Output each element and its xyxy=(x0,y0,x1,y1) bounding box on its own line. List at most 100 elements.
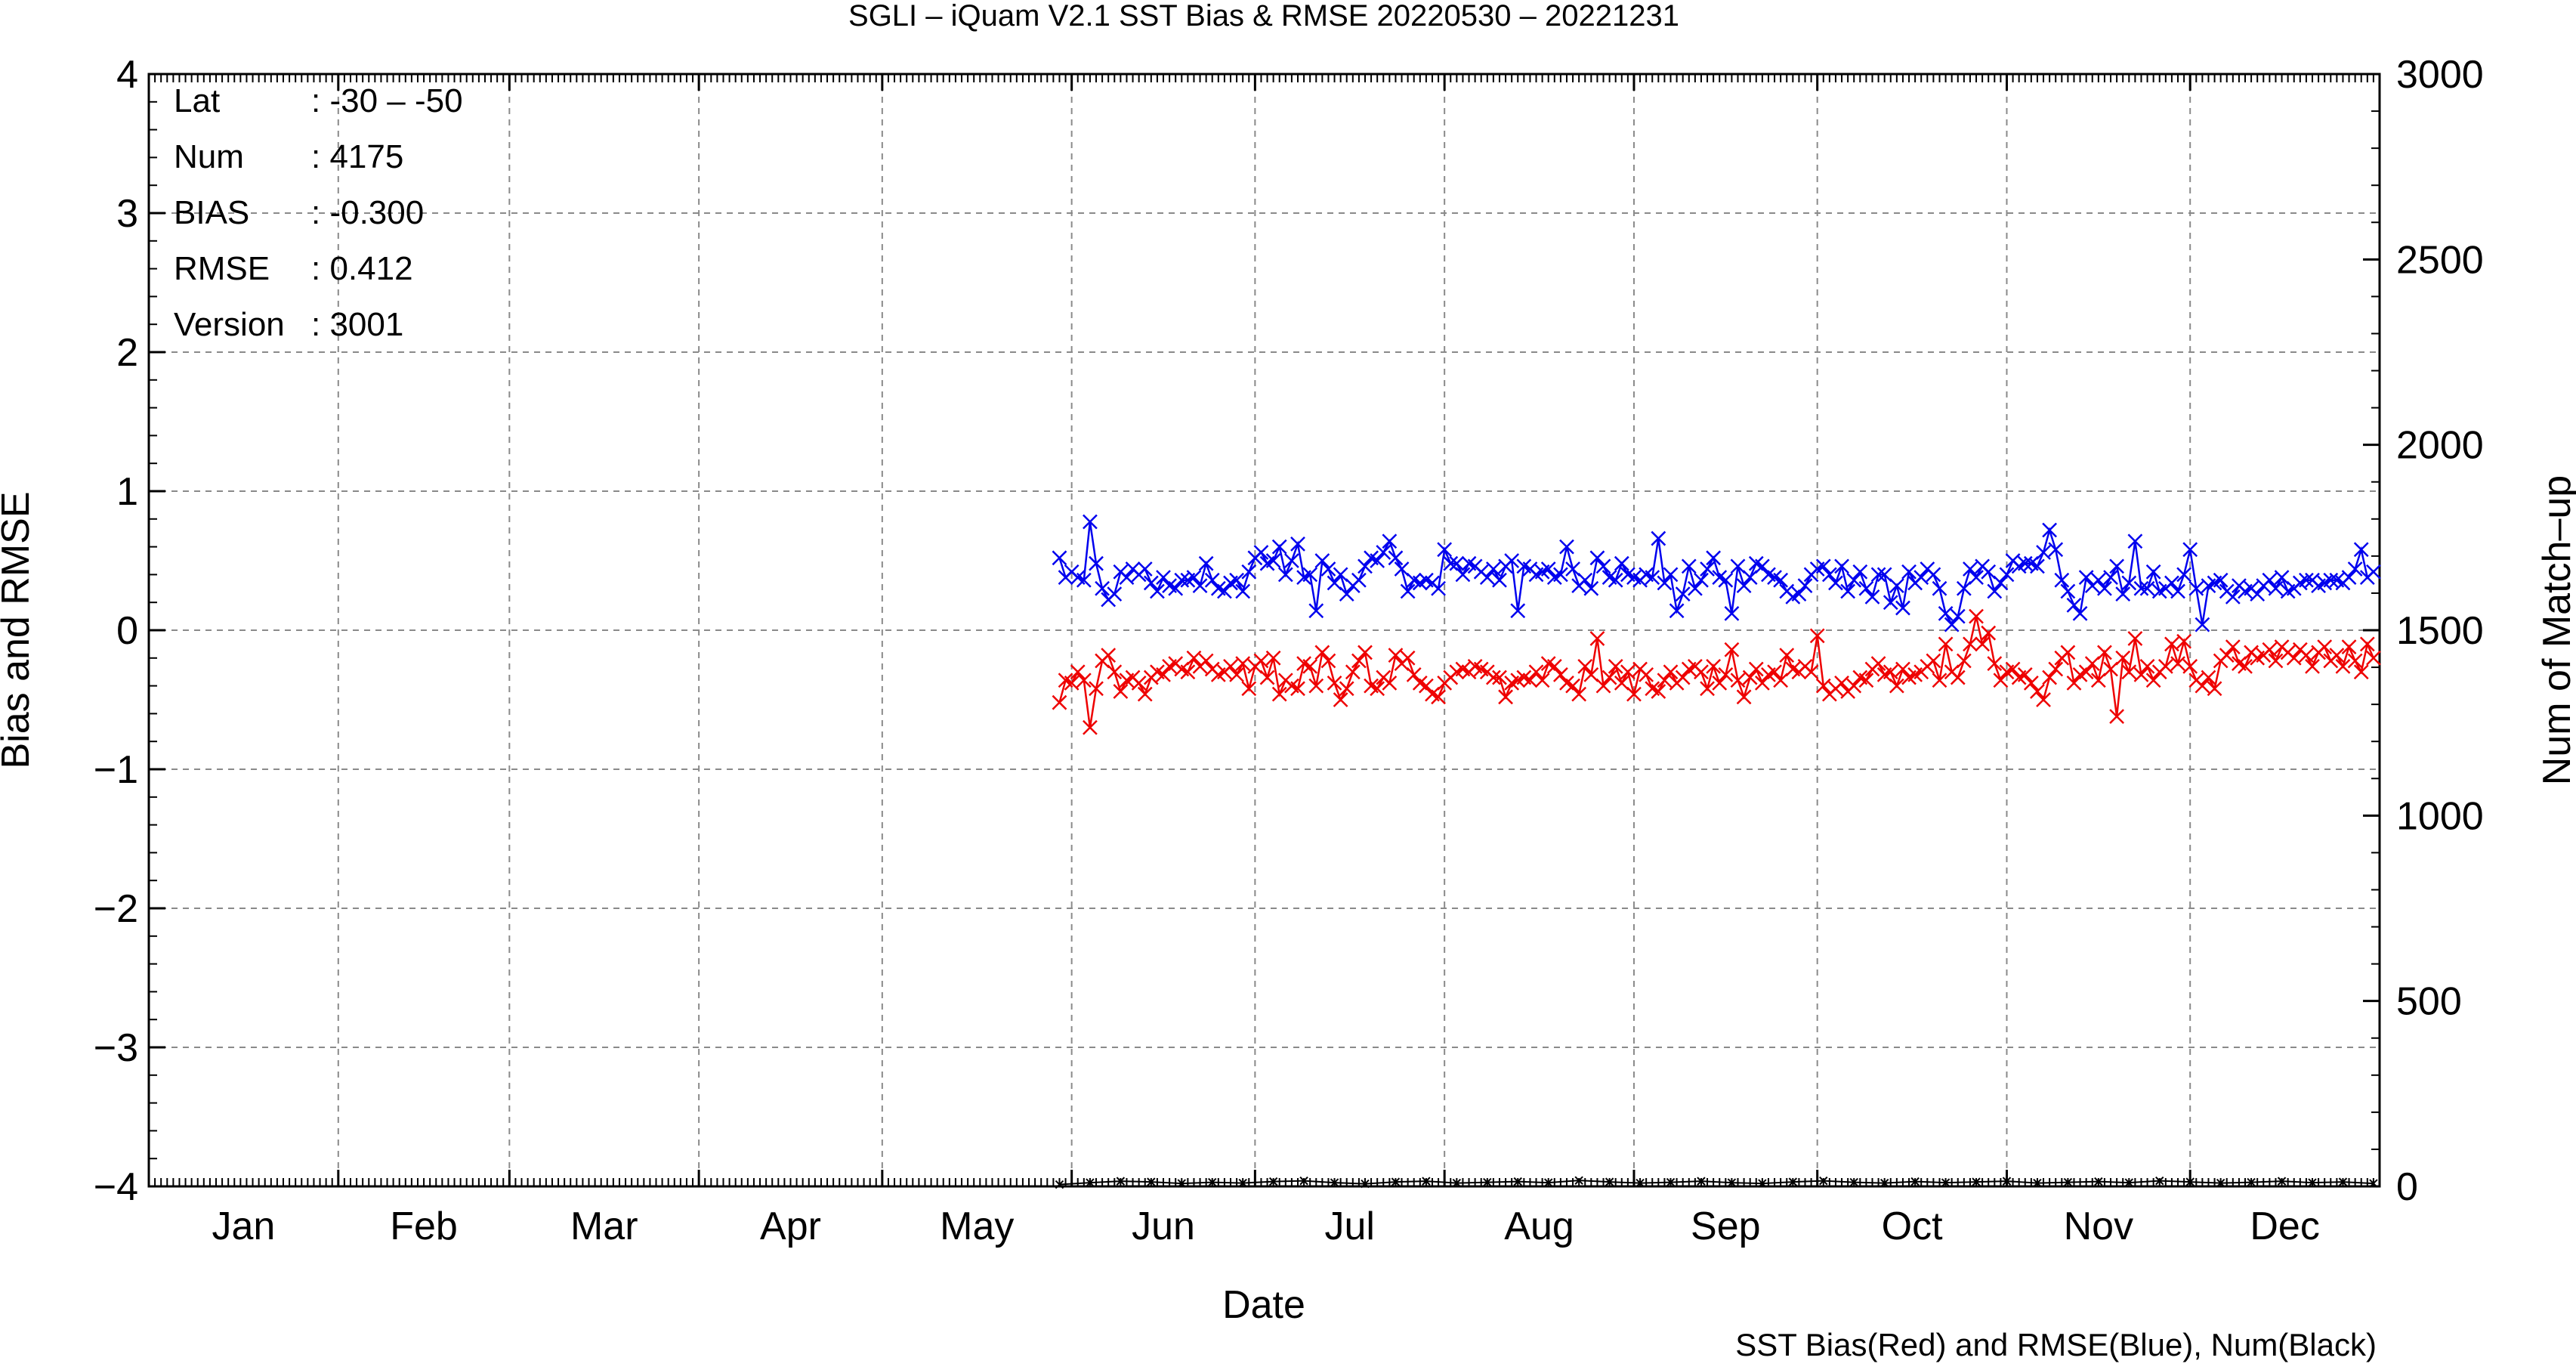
data-point xyxy=(1963,636,1978,652)
data-point xyxy=(1320,653,1336,669)
data-point xyxy=(1849,1177,1858,1187)
data-point xyxy=(1870,567,1886,583)
data-point xyxy=(2115,650,2131,666)
data-point xyxy=(1443,555,1459,571)
data-point xyxy=(1314,645,1330,660)
data-point xyxy=(1156,666,1171,682)
data-point xyxy=(2124,1178,2133,1187)
data-point xyxy=(1268,1177,1278,1186)
data-point xyxy=(1522,673,1538,688)
data-point xyxy=(1357,558,1373,574)
data-point xyxy=(1449,555,1465,571)
data-point xyxy=(1963,561,1978,577)
data-point xyxy=(1083,719,1098,735)
data-point xyxy=(1858,580,1874,596)
data-point xyxy=(1382,676,1398,691)
data-point xyxy=(2238,658,2253,674)
data-point xyxy=(1724,606,1740,621)
data-point xyxy=(1700,561,1715,577)
data-point xyxy=(2366,650,2381,666)
data-point xyxy=(2164,575,2179,591)
data-point xyxy=(1361,1179,1370,1189)
data-point xyxy=(1486,561,1501,577)
data-point xyxy=(1993,673,2009,688)
data-point xyxy=(1339,586,1354,602)
data-point xyxy=(1241,564,1257,580)
info-value-lat: : -30 – -50 xyxy=(311,82,463,119)
data-point xyxy=(1083,514,1098,530)
data-point xyxy=(1987,656,2003,672)
data-point xyxy=(1589,631,1605,646)
data-point xyxy=(1492,670,1507,685)
data-point xyxy=(1754,676,1770,691)
data-point xyxy=(1870,656,1886,672)
data-point xyxy=(1406,666,1422,682)
data-point xyxy=(1987,583,2003,599)
data-point xyxy=(1975,636,1991,652)
info-value-num: : 4175 xyxy=(311,138,403,175)
data-point xyxy=(1938,636,1954,652)
x-tick-label: Oct xyxy=(1882,1205,1943,1248)
chart-title: SGLI – iQuam V2.1 SST Bias & RMSE 202205… xyxy=(848,0,1679,32)
data-point xyxy=(1064,676,1080,691)
data-point xyxy=(1223,658,1238,674)
data-point xyxy=(1543,1178,1553,1187)
x-tick-label: Jun xyxy=(1132,1205,1195,1248)
data-point xyxy=(1614,676,1629,691)
data-point xyxy=(1797,578,1813,594)
data-point xyxy=(2097,580,2112,596)
data-point xyxy=(1553,666,1568,682)
data-point xyxy=(1437,542,1453,558)
data-point xyxy=(1137,686,1153,702)
data-point xyxy=(1972,1177,1981,1186)
y2-tick-label: 500 xyxy=(2396,980,2462,1024)
data-point xyxy=(1327,575,1342,591)
data-point xyxy=(1651,684,1666,699)
data-point xyxy=(1330,1178,1339,1187)
x-tick-label: Nov xyxy=(2064,1205,2133,1248)
data-point xyxy=(1651,530,1666,546)
data-point xyxy=(1742,570,1758,585)
data-point xyxy=(2109,709,2124,724)
data-point xyxy=(1086,1178,1095,1187)
y-tick-label: 4 xyxy=(116,53,138,97)
data-point xyxy=(2103,570,2118,585)
data-point xyxy=(2262,642,2278,657)
data-point xyxy=(1718,572,1734,588)
data-point xyxy=(1089,555,1104,571)
data-point xyxy=(1101,648,1117,663)
data-point xyxy=(2036,692,2051,707)
data-point xyxy=(1265,650,1281,666)
data-point xyxy=(1858,673,1874,688)
data-point xyxy=(1513,1177,1522,1186)
data-point xyxy=(1452,1178,1462,1188)
data-point xyxy=(1767,664,1782,680)
info-value-rmse: : 0.412 xyxy=(311,250,413,287)
data-point xyxy=(1177,1179,1186,1188)
y-tick-label: 0 xyxy=(116,609,138,653)
data-point xyxy=(1712,676,1728,691)
data-point xyxy=(1932,673,1947,688)
data-point xyxy=(1663,664,1679,680)
data-point xyxy=(1883,664,1898,680)
data-point xyxy=(1956,653,1972,669)
data-point xyxy=(1724,642,1740,657)
data-point xyxy=(2170,656,2185,672)
data-point xyxy=(2097,645,2112,660)
data-point xyxy=(1559,539,1574,555)
data-point xyxy=(1235,583,1251,599)
data-point xyxy=(1327,676,1342,691)
data-point xyxy=(1675,670,1691,685)
data-point xyxy=(2054,572,2070,588)
data-point xyxy=(2078,664,2094,680)
data-point xyxy=(1635,1178,1645,1188)
data-point xyxy=(1370,553,1385,568)
data-point xyxy=(2155,1176,2164,1186)
data-point xyxy=(1504,553,1520,568)
series-line xyxy=(1058,616,2375,728)
data-point xyxy=(2274,570,2290,585)
data-point xyxy=(1391,1177,1401,1186)
data-point xyxy=(1926,567,1941,583)
data-point xyxy=(1758,1179,1767,1188)
data-point xyxy=(1950,608,1966,624)
